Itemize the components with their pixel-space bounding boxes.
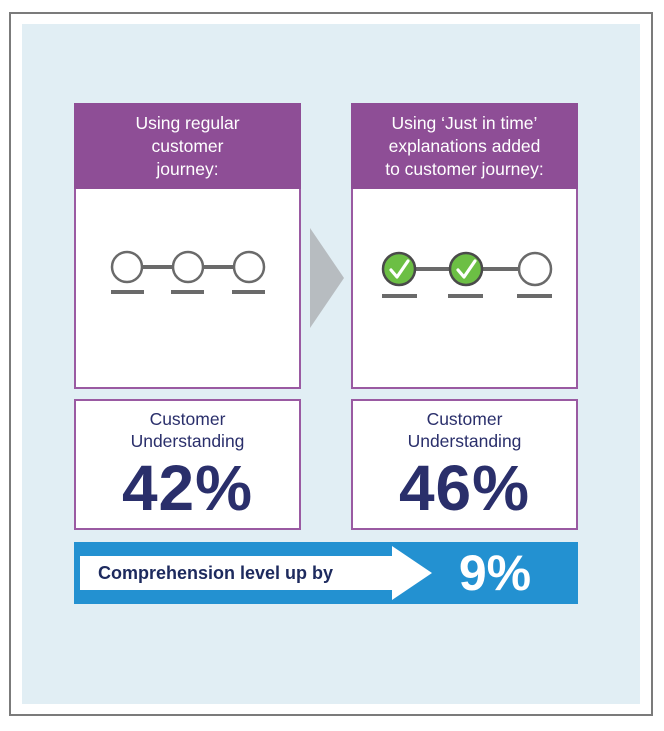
right-journey-card [351,189,578,389]
step-underline [517,294,552,298]
banner-arrow-shape [80,546,432,600]
check-circle-icon [381,251,417,287]
left-header-line-1: Using regular [135,112,240,133]
right-header-line-3: to customer journey: [385,158,544,179]
check-circle-icon [448,251,484,287]
right-journey-steps [381,251,553,298]
left-stat-label-line-1: Customer [149,409,226,429]
left-header-line-3: journey: [156,158,219,179]
right-header-line-1: Using ‘Just in time’ [391,112,538,133]
left-header: Using regular customer journey: [74,103,301,189]
step-underline [171,290,204,294]
empty-circle-icon [232,250,266,284]
empty-circle-icon [517,251,553,287]
step-underline [448,294,483,298]
empty-circle-icon [110,250,144,284]
step-underline [382,294,417,298]
left-stat-value: 42% [121,452,254,524]
comprehension-banner [74,542,578,604]
right-stat-box: Customer Understanding 46% [351,399,578,530]
right-stat-value: 46% [398,452,531,524]
left-journey-steps [110,250,266,294]
right-header: Using ‘Just in time’ explanations added … [351,103,578,189]
left-stat-label-line-2: Understanding [130,431,245,451]
banner-value: 9% [458,545,532,601]
left-header-line-2: customer [151,135,224,156]
right-stat-label-line-1: Customer [426,409,503,429]
banner-label: Comprehension level up by [98,563,334,583]
left-stat-label: Customer Understanding [76,401,299,452]
empty-circle-icon [171,250,205,284]
step-underline [232,290,265,294]
chevron-right-icon [310,228,344,328]
right-stat-label: Customer Understanding [353,401,576,452]
left-journey-card [74,189,301,389]
right-header-line-2: explanations added [388,135,541,156]
left-stat-box: Customer Understanding 42% [74,399,301,530]
step-underline [111,290,144,294]
right-stat-label-line-2: Understanding [407,431,522,451]
